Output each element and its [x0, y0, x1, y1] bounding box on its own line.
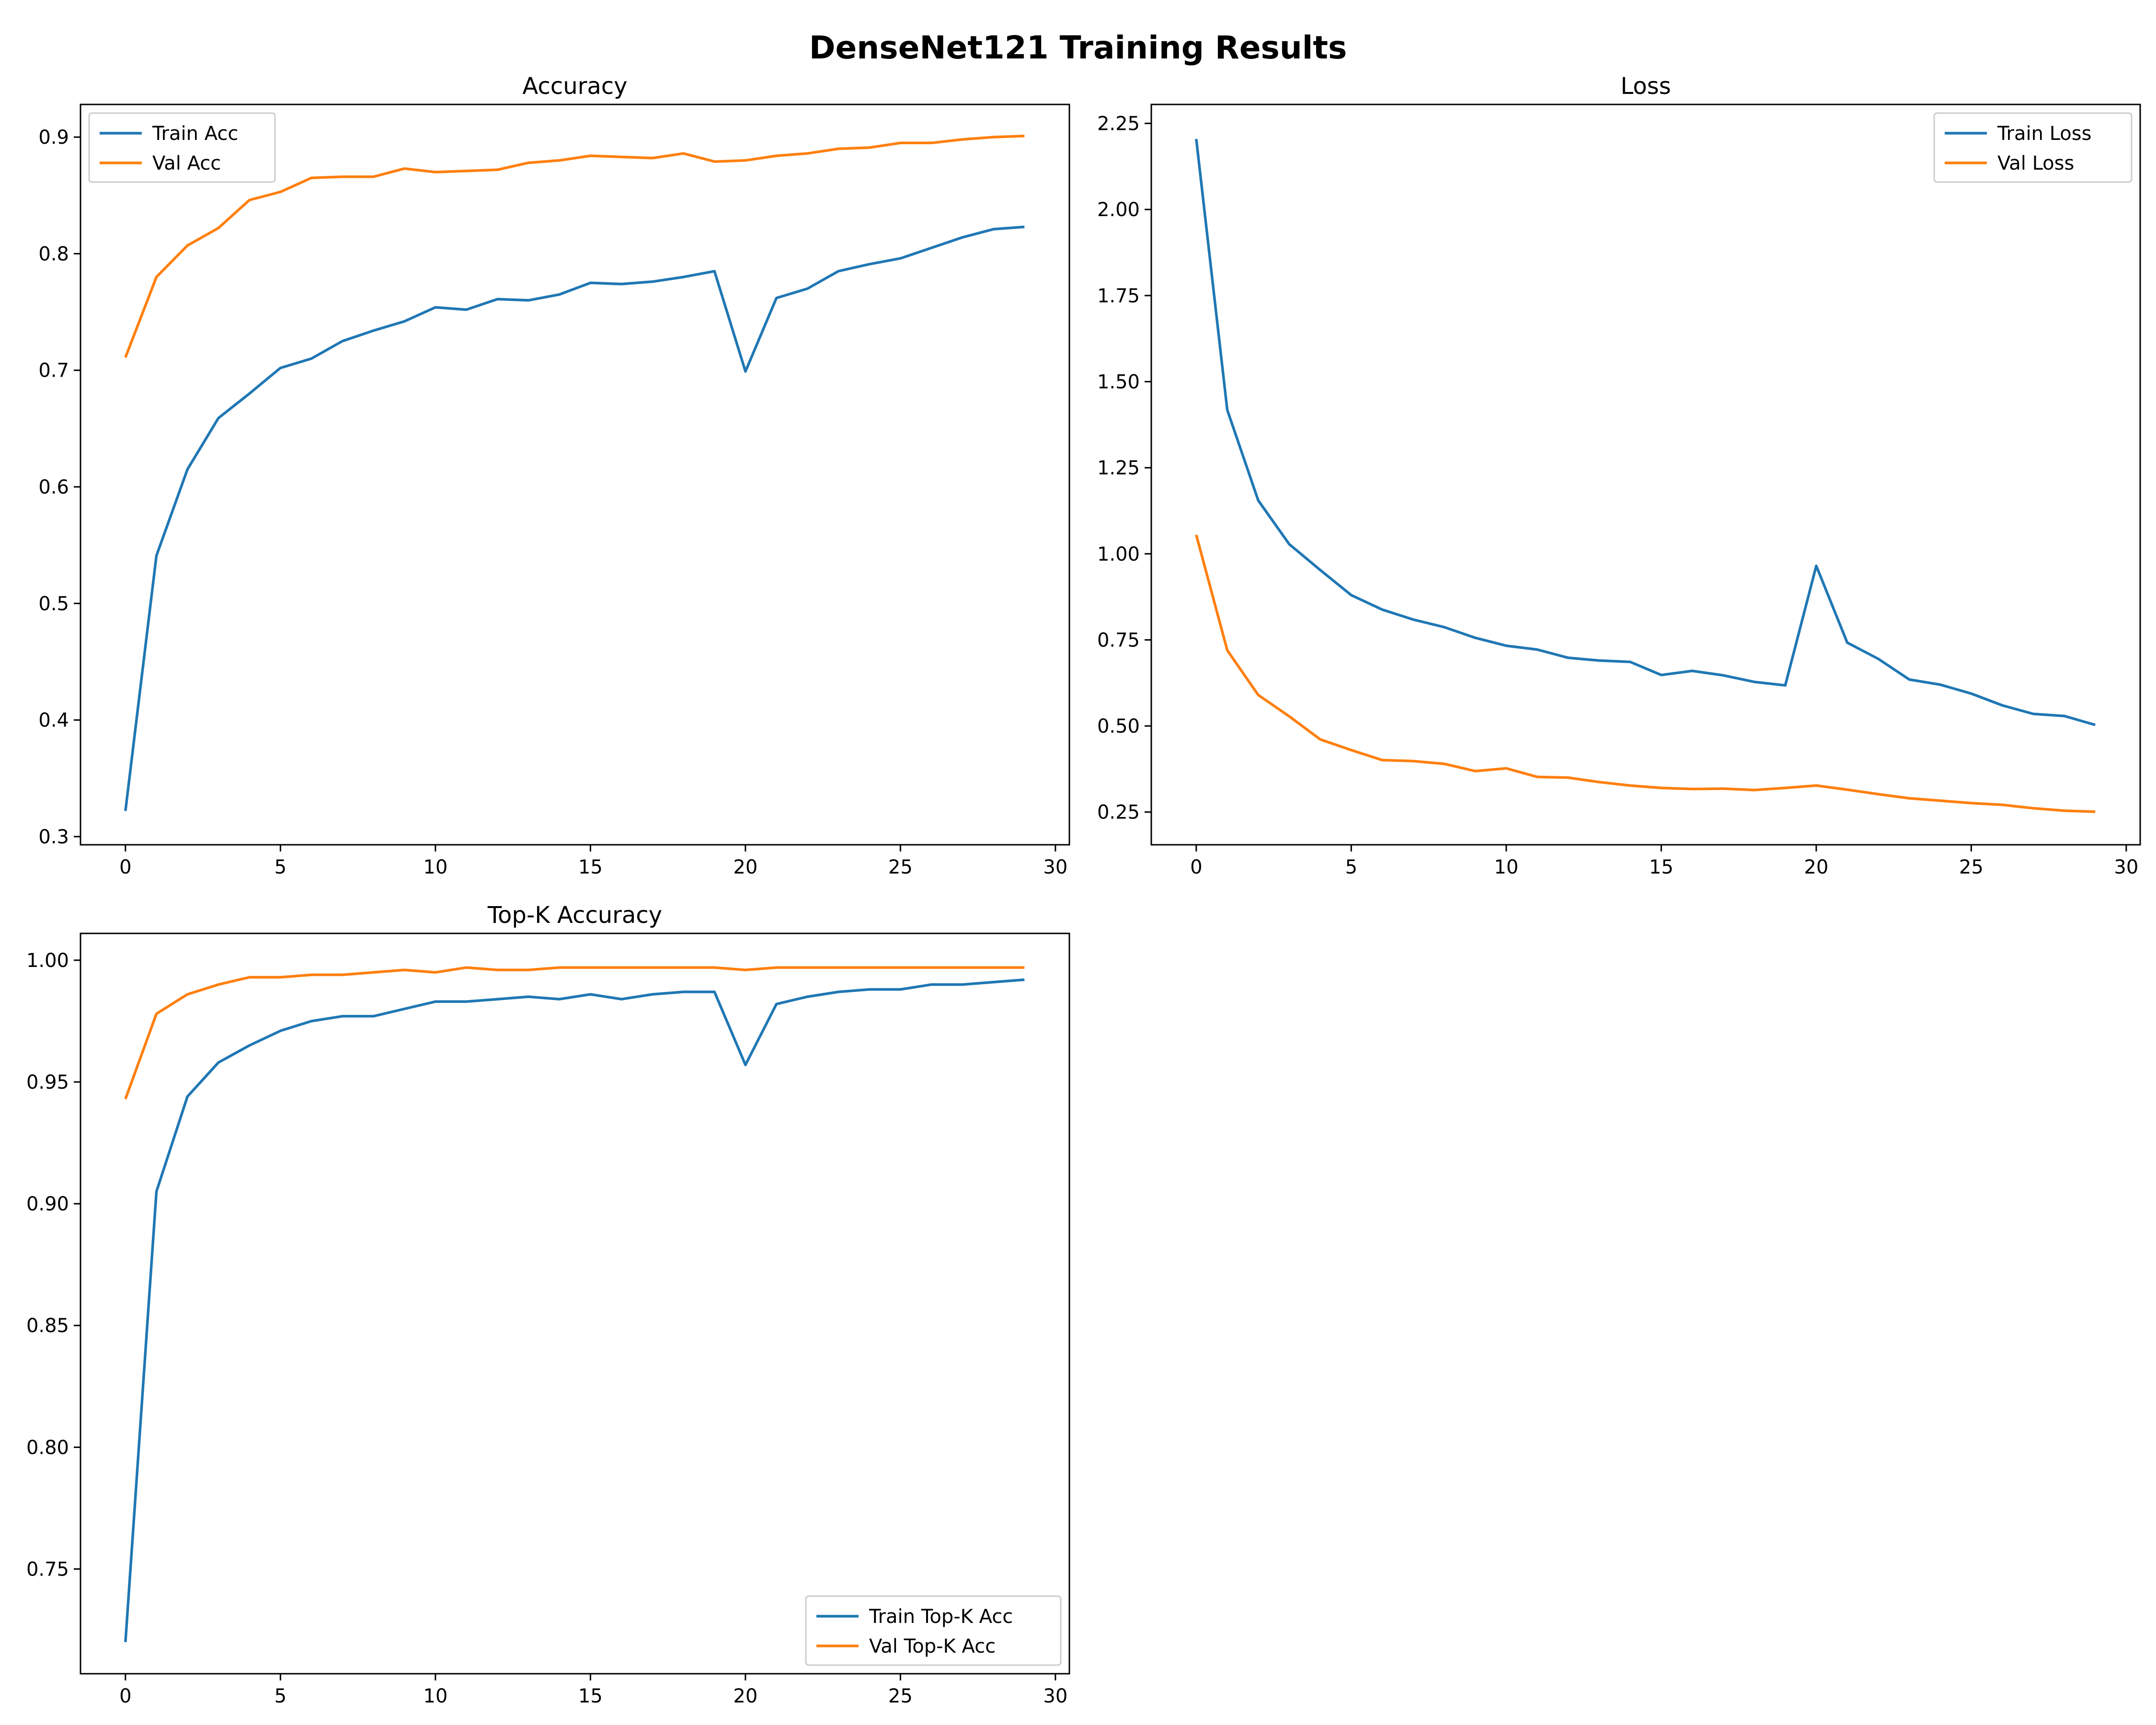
loss-xtick-label: 10 [1494, 856, 1518, 878]
topk-accuracy-xtick-label: 20 [733, 1685, 757, 1707]
topk-accuracy-ytick-label: 1.00 [26, 950, 69, 972]
topk-accuracy-xtick-label: 5 [275, 1685, 287, 1707]
topk-accuracy-legend: Train Top-K Acc Val Top-K Acc [805, 1595, 1062, 1666]
topk-accuracy-axes-frame [80, 932, 1070, 1675]
accuracy-xtick-label: 15 [578, 856, 603, 878]
loss-legend: Train Loss Val Loss [1933, 112, 2133, 183]
loss-ytick-label: 0.50 [1097, 715, 1140, 737]
accuracy-ytick-label: 0.3 [38, 826, 69, 848]
loss-legend-box [1933, 112, 2133, 183]
accuracy-ytick-label: 0.5 [38, 593, 69, 615]
subplot-topk-accuracy: Top-K Accuracy 0 5 10 15 20 25 30 0.75 0.80 0.85 0.… [26, 902, 1070, 1707]
loss-xtick-label: 0 [1190, 856, 1202, 878]
loss-legend-label: Val Loss [1997, 152, 2074, 174]
loss-ytick-label: 1.25 [1097, 457, 1140, 479]
figure-title: DenseNet121 Training Results [809, 29, 1347, 66]
topk-accuracy-xtick-label: 25 [888, 1685, 913, 1707]
loss-series-train-loss-line [1195, 138, 2096, 726]
loss-ytick-label: 1.50 [1097, 371, 1140, 393]
accuracy-xtick-label: 30 [1043, 856, 1067, 878]
loss-ytick-label: 1.00 [1097, 543, 1140, 565]
accuracy-xtick-label: 5 [275, 856, 287, 878]
topk-accuracy-title: Top-K Accuracy [487, 902, 662, 929]
accuracy-ytick-label: 0.9 [38, 126, 69, 149]
accuracy-series-val-acc-line [124, 134, 1025, 358]
topk-accuracy-ytick-label: 0.75 [26, 1558, 69, 1580]
loss-xtick-label: 25 [1959, 856, 1984, 878]
topk-accuracy-xtick-label: 30 [1043, 1685, 1067, 1707]
topk-accuracy-ytick-label: 0.85 [26, 1315, 69, 1337]
topk-accuracy-ytick-label: 0.95 [26, 1071, 69, 1093]
topk-accuracy-legend-label: Train Top-K Acc [869, 1606, 1013, 1628]
topk-accuracy-series-val-top-k-acc-line [124, 966, 1025, 1100]
topk-accuracy-ytick-label: 0.80 [26, 1437, 69, 1459]
accuracy-legend-box [88, 112, 276, 183]
loss-xtick-label: 15 [1649, 856, 1674, 878]
accuracy-legend: Train Acc Val Acc [88, 112, 276, 183]
accuracy-legend-label: Train Acc [152, 123, 238, 145]
accuracy-axes-frame [80, 104, 1070, 846]
loss-ytick-label: 1.75 [1097, 285, 1140, 307]
accuracy-ytick-label: 0.4 [38, 710, 69, 732]
accuracy-xtick-label: 25 [888, 856, 913, 878]
loss-series-val-loss-line [1195, 534, 2096, 813]
accuracy-ytick-label: 0.7 [38, 360, 69, 382]
accuracy-xtick-label: 20 [733, 856, 757, 878]
topk-accuracy-xtick-label: 10 [423, 1685, 447, 1707]
loss-xtick-label: 20 [1804, 856, 1828, 878]
subplots: Accuracy 0 5 10 15 20 25 30 0.3 0.4 0.5 0.6 0.7 0.8 0.… [26, 73, 2141, 1707]
topk-accuracy-series-train-top-k-acc-line [124, 978, 1025, 1643]
topk-accuracy-legend-label: Val Top-K Acc [869, 1635, 996, 1657]
accuracy-series-train-acc-line [124, 225, 1025, 811]
subplot-loss: Loss 0 5 10 15 20 25 30 0.25 0.50 0.75 1.00 1.25 1.50… [1097, 73, 2141, 878]
loss-ytick-label: 0.75 [1097, 629, 1140, 651]
accuracy-xtick-label: 10 [423, 856, 447, 878]
loss-ytick-label: 2.25 [1097, 113, 1140, 135]
topk-accuracy-ytick-label: 0.90 [26, 1193, 69, 1215]
loss-xtick-label: 30 [2114, 856, 2138, 878]
subplot-accuracy: Accuracy 0 5 10 15 20 25 30 0.3 0.4 0.5 0.6 0.7 0.8 0.… [38, 73, 1070, 878]
topk-accuracy-xtick-label: 0 [119, 1685, 131, 1707]
loss-axes-frame [1150, 104, 2141, 846]
topk-accuracy-legend-box [805, 1595, 1062, 1666]
accuracy-title: Accuracy [522, 73, 627, 100]
loss-legend-label: Train Loss [1997, 123, 2091, 145]
loss-ytick-label: 0.25 [1097, 802, 1140, 824]
loss-ytick-label: 2.00 [1097, 199, 1140, 221]
loss-xtick-label: 5 [1345, 856, 1357, 878]
accuracy-legend-label: Val Acc [152, 152, 221, 174]
accuracy-ytick-label: 0.8 [38, 243, 69, 265]
accuracy-xtick-label: 0 [119, 856, 131, 878]
topk-accuracy-xtick-label: 15 [578, 1685, 603, 1707]
accuracy-ytick-label: 0.6 [38, 476, 69, 498]
loss-title: Loss [1620, 73, 1671, 100]
